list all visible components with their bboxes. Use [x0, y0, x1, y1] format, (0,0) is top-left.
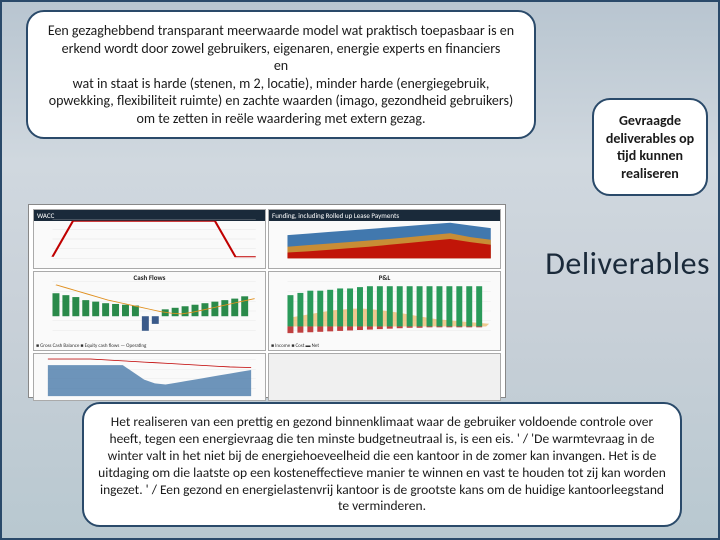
right-bubble-text: Gevraagde deliverables op tijd kunnen re…: [606, 112, 694, 182]
bottom-speech-bubble: Het realiseren van een prettig en gezond…: [82, 402, 682, 527]
bottom-bubble-text: Het realiseren van een prettig en gezond…: [98, 413, 666, 514]
top-bubble-text: Een gezaghebbend transparant meerwaarde …: [48, 22, 514, 127]
chart-funding: Funding, including Rolled up Lease Payme…: [268, 209, 501, 269]
charts-container: WACC Funding, including Rolled up Lease …: [28, 204, 506, 398]
chart-pl: P&L ■ Income ■ Cost ▬ Net: [268, 271, 501, 351]
top-speech-bubble: Een gezaghebbend transparant meerwaarde …: [26, 10, 536, 139]
right-speech-bubble: Gevraagde deliverables op tijd kunnen re…: [592, 98, 708, 196]
chart-placeholder: [268, 353, 501, 401]
chart-wacc: WACC: [33, 209, 266, 269]
chart-cashflows: Cash Flows ■ Gross Cash Balance ■ Equity…: [33, 271, 266, 351]
deliverables-heading: Deliverables: [545, 244, 710, 283]
chart-area-step: [33, 353, 266, 401]
chart-cashflows-legend: ■ Gross Cash Balance ■ Equity cash flows…: [36, 344, 263, 350]
chart-pl-legend: ■ Income ■ Cost ▬ Net: [271, 344, 498, 350]
